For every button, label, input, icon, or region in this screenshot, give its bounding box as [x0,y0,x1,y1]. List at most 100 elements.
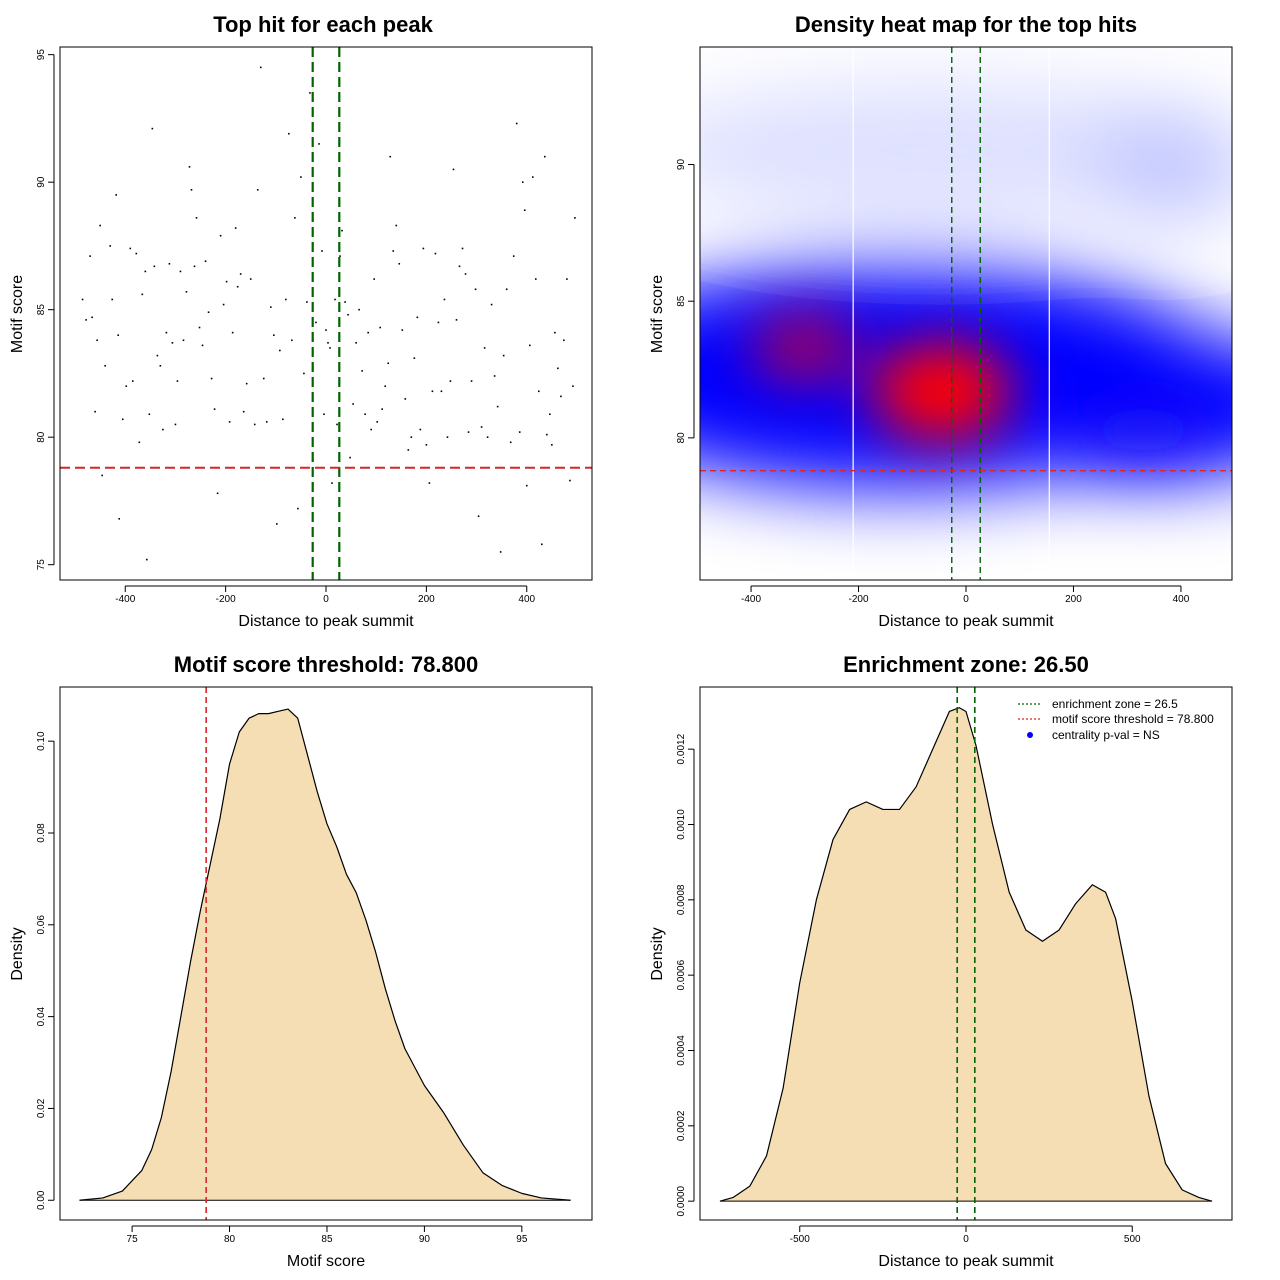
distance-density-y-tick-label: 0.0002 [676,1110,687,1141]
scatter-point [373,278,375,280]
scatter-point [422,247,425,250]
scatter-point [452,168,455,171]
scatter-point [273,334,275,336]
scatter-point [339,255,341,257]
scatter-point [572,385,574,387]
scatter-point [228,421,231,423]
scatter-point [171,342,174,344]
scatter-y-tick-label: 85 [36,304,47,316]
scatter-point [327,342,329,344]
score-density-x-tick-label: 75 [127,1234,139,1245]
scatter-point [344,301,346,303]
distance-density-frame [699,686,1233,1221]
scatter-point [446,436,449,438]
distance-density-x-tick-label: 500 [1124,1234,1141,1245]
scatter-point [352,403,354,405]
scatter-point [249,278,252,280]
scatter-point [413,357,416,359]
scatter-point [190,189,193,191]
scatter-point [395,224,398,227]
scatter-point [318,143,320,145]
scatter-point [525,484,528,487]
scatter-point [455,319,458,321]
scatter-point [321,250,323,252]
legend-blue-dot [1027,732,1033,738]
scatter-point [259,66,262,69]
heatmap-x-tick-label: 400 [1173,594,1190,605]
scatter-point [231,331,234,334]
scatter-point [144,270,147,273]
scatter-point [392,250,395,252]
scatter-point [81,298,84,301]
scatter-point [428,482,431,484]
score-density-area [79,709,571,1201]
scatter-point [91,316,93,319]
scatter-point [370,428,372,431]
scatter-point [242,410,245,413]
scatter-point [483,347,486,349]
scatter-point [404,398,407,400]
scatter-point [464,273,467,275]
scatter-point [213,408,216,410]
scatter-point [509,441,512,444]
scatter-point [551,444,553,446]
distance-density-y-tick-label: 0.0000 [676,1185,687,1216]
scatter-point [557,367,559,370]
scatter-point [499,551,502,553]
scatter-point [434,252,437,255]
scatter-point [156,354,159,357]
heatmap-hotspot-center [871,341,1012,442]
scatter-point [94,410,96,413]
scatter-point [111,298,113,301]
legend-label-pval: centrality p-val = NS [1052,728,1160,742]
scatter-point [188,166,191,168]
score-density-title: Motif score threshold: 78.800 [174,652,478,677]
scatter-point [416,316,419,319]
scatter-point [486,436,489,438]
scatter-point [477,515,480,518]
score-density-y-tick-label: 0.08 [36,823,47,843]
scatter-x-tick-label: 0 [323,594,329,605]
heatmap-hotspot-right [1083,404,1204,455]
scatter-point [544,155,546,158]
score-density-ylabel: Density [9,927,26,980]
scatter-point [193,265,196,268]
scatter-point [222,303,225,306]
scatter-point [347,313,349,316]
scatter-x-tick-label: -200 [216,594,236,605]
scatter-point [121,418,124,421]
scatter-point [315,321,317,324]
scatter-xlabel: Distance to peak summit [238,613,414,630]
scatter-point [560,395,562,398]
distance-density-ylabel: Density [649,927,666,980]
distance-density-y-tick-label: 0.0012 [676,733,687,764]
scatter-point [125,385,128,387]
scatter-point [566,278,568,280]
scatter-point [282,418,284,421]
scatter-point [443,298,446,301]
scatter-point [219,234,222,237]
scatter-point [467,431,470,433]
distance-density-xlabel: Distance to peak summit [878,1253,1054,1270]
scatter-point [291,339,293,342]
scatter-point [204,260,207,263]
scatter-point [518,431,521,433]
scatter-point [329,347,331,349]
scatter-point [358,308,360,311]
scatter-point [376,421,378,423]
scatter-point [216,492,219,495]
scatter-point [480,426,483,428]
scatter-point [541,543,543,546]
heatmap-y-tick-label: 90 [676,159,687,171]
scatter-point [361,370,363,372]
legend: enrichment zone = 26.5 motif score thres… [1018,697,1214,742]
score-density-xlabel: Motif score [287,1253,365,1270]
scatter-point [96,339,98,342]
score-density-x-tick-label: 95 [516,1234,528,1245]
score-density-y-tick-label: 0.02 [36,1098,47,1118]
scatter-point [207,311,210,314]
scatter-point [531,176,534,178]
scatter-point [512,255,515,257]
score-density-x-tick-label: 90 [419,1234,431,1245]
scatter-point [148,413,151,416]
